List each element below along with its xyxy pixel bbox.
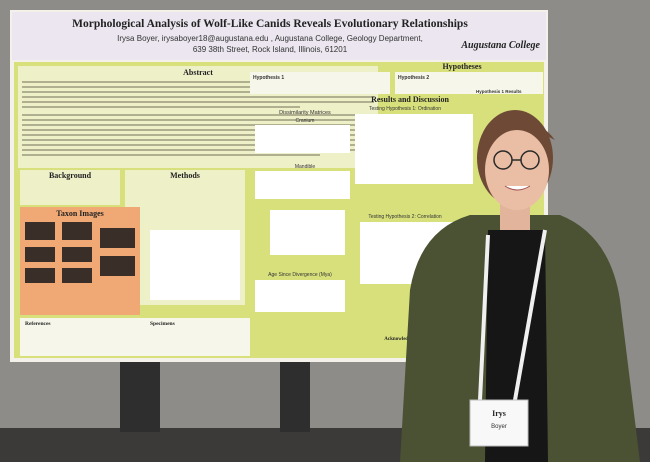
- hypothesis-label: Hypothesis 2: [398, 75, 429, 81]
- methods-figure: [150, 230, 240, 300]
- name-badge: [469, 399, 529, 447]
- badge-surname: Boyer: [491, 424, 507, 430]
- heading: Background: [49, 171, 92, 180]
- glasses: [493, 150, 540, 170]
- background-box: [20, 170, 120, 205]
- ordination-figure: [355, 114, 473, 184]
- hypothesis-box: [250, 72, 390, 94]
- subheading: Testing Hypothesis 2: Correlation: [368, 214, 442, 220]
- heading: Specimens: [150, 321, 175, 327]
- heading: Taxon Images: [56, 209, 104, 218]
- easel-leg: [280, 362, 310, 432]
- subheading: Mandible: [295, 164, 316, 170]
- heading: Abstract: [183, 68, 213, 77]
- lanyard: [478, 229, 547, 401]
- hypothesis-label: Hypothesis 1: [253, 75, 284, 81]
- institution: Augustana College: [460, 40, 540, 51]
- figure: [255, 280, 345, 312]
- matrix-figure: [255, 171, 350, 199]
- title-band: [12, 12, 546, 60]
- smile: [504, 185, 531, 191]
- subheading: Cranium: [296, 118, 315, 124]
- subheading: Age Since Divergence (Mya): [268, 272, 332, 278]
- poster-address: 639 38th Street, Rock Island, Illinois, …: [193, 45, 348, 54]
- subheading: Hypothesis 1 Results: [476, 89, 522, 94]
- easel-leg: [120, 362, 160, 432]
- subheading: Acknowledgements: [384, 337, 425, 342]
- matrix-figure: [255, 125, 350, 153]
- references-box: [20, 318, 250, 356]
- subheading: Dissimilarity Matrices: [279, 110, 331, 116]
- figure: [270, 210, 345, 255]
- subheading: Testing Hypothesis 1: Ordination: [369, 106, 441, 112]
- poster-title: Morphological Analysis of Wolf-Like Cani…: [72, 18, 468, 30]
- heading: References: [25, 321, 51, 327]
- heading: Methods: [170, 171, 200, 180]
- heading: Results and Discussion: [371, 95, 449, 104]
- badge-name: Irys: [492, 409, 506, 418]
- skull-photos: [25, 222, 135, 283]
- poster-authors: Irysa Boyer, irysaboyer18@augustana.edu …: [117, 34, 423, 43]
- hypothesis-box: [395, 72, 543, 94]
- hair-fringe: [478, 118, 555, 150]
- face: [485, 130, 549, 210]
- heading: Hypotheses: [442, 62, 481, 71]
